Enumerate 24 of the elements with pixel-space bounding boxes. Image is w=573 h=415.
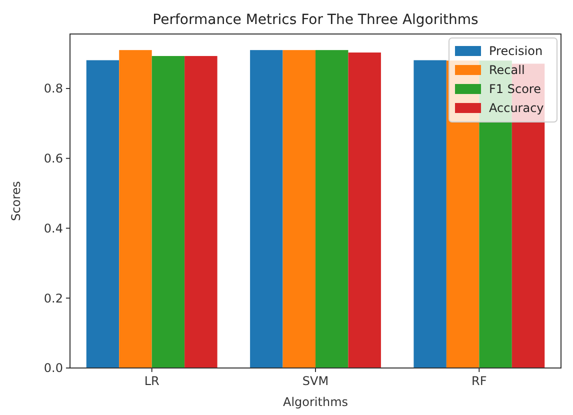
legend-label: F1 Score [489,82,541,96]
bar [119,50,152,368]
bar [348,52,381,368]
legend-label: Precision [489,44,543,58]
chart-title: Performance Metrics For The Three Algorithms [152,12,478,28]
y-tick-label: 0.8 [44,82,63,96]
bar [184,56,218,368]
y-tick-label: 0.0 [44,361,63,376]
legend-label: Accuracy [489,101,544,115]
bar [282,50,316,368]
x-axis-title: Algorithms [282,395,348,409]
y-tick-label: 0.6 [44,152,63,166]
x-tick-label: SVM [302,374,329,388]
y-tick-label: 0.4 [44,221,63,236]
x-tick-label: LR [144,374,160,388]
y-tick-label: 0.2 [44,291,63,306]
x-tick-label: RF [472,374,487,388]
bar [86,60,120,368]
y-axis-title: Scores [9,181,23,221]
bar [414,60,446,368]
bar [250,50,283,368]
legend-label: Recall [489,63,525,77]
bar [316,50,348,368]
bar [152,56,185,368]
